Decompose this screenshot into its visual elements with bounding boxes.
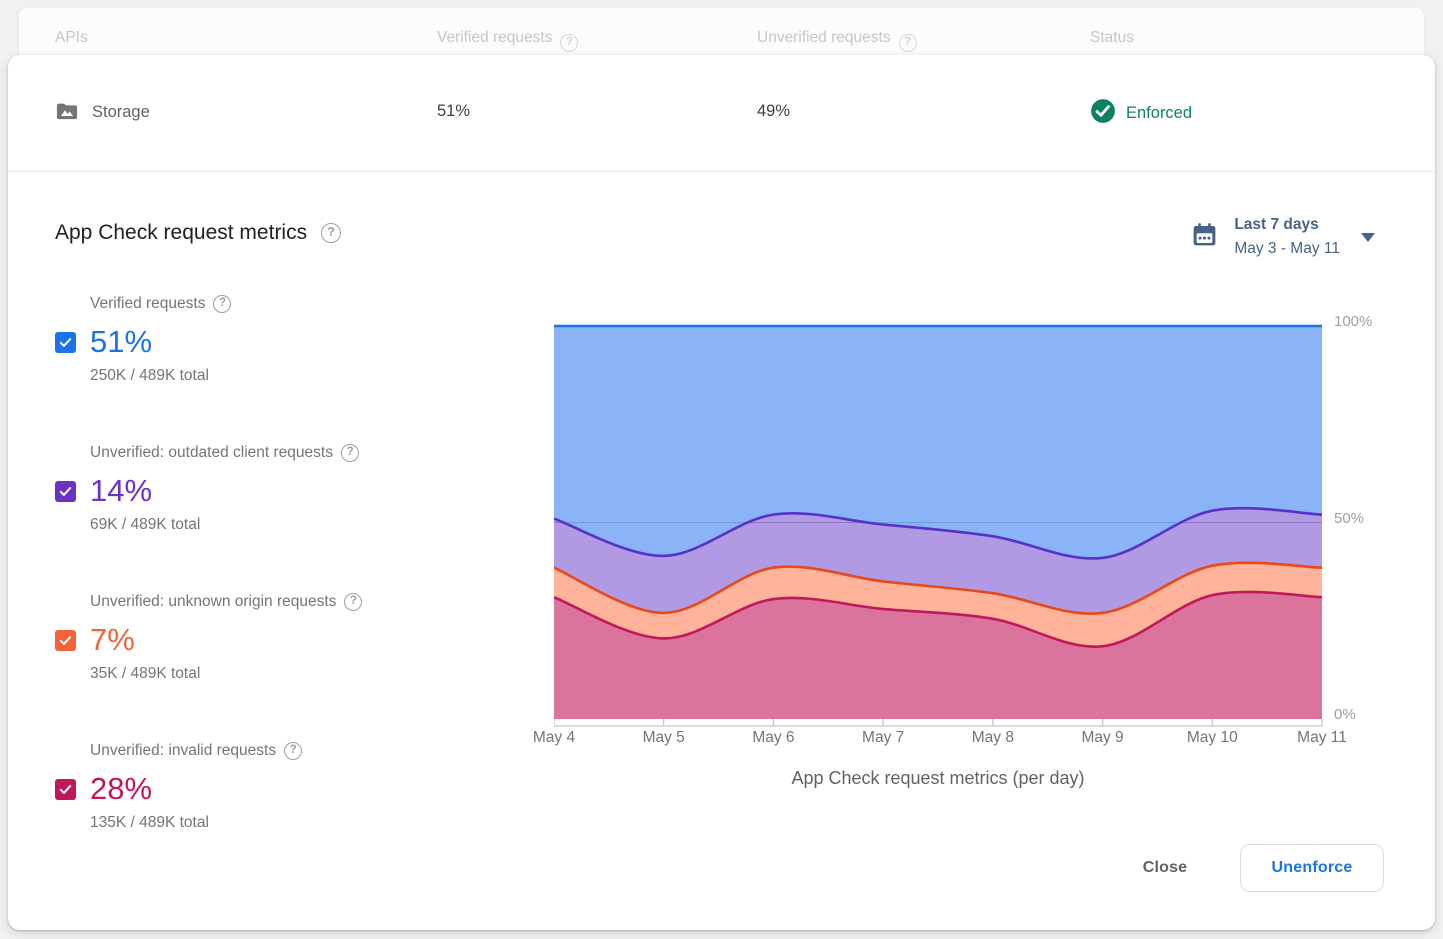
legend-percentage: 14% [90, 473, 153, 508]
legend-total: 135K / 489K total [90, 814, 209, 831]
api-name: Storage [92, 103, 150, 121]
help-icon[interactable]: ? [321, 223, 342, 243]
chart-caption: App Check request metrics (per day) [791, 768, 1085, 788]
date-range-label: Last 7 days [1234, 216, 1319, 233]
legend-item: Unverified: invalid requests ? 28% 135K … [55, 740, 495, 832]
status-label: Enforced [1126, 104, 1193, 122]
x-axis-label: May 6 [752, 729, 795, 746]
status-badge: Enforced [1090, 98, 1192, 129]
chart-legend: Verified requests ? 51% 250K / 489K tota… [55, 293, 495, 889]
x-axis-label: May 10 [1186, 729, 1238, 746]
x-axis-label: May 11 [1297, 729, 1347, 746]
y-axis-label: 0% [1334, 706, 1356, 723]
unenforce-button[interactable]: Unenforce [1240, 844, 1384, 892]
legend-checkbox[interactable] [55, 778, 76, 800]
legend-item-label: Verified requests [90, 295, 206, 312]
column-header-apis: APIs [55, 29, 88, 46]
column-header-unverified: Unverified requests? [757, 29, 917, 52]
unverified-requests-value: 49% [757, 102, 791, 120]
legend-checkbox[interactable] [55, 629, 76, 651]
legend-item: Unverified: unknown origin requests ? 7%… [55, 591, 495, 683]
stacked-area-plot [554, 324, 1323, 727]
help-icon[interactable]: ? [344, 593, 363, 611]
legend-total: 69K / 489K total [90, 516, 201, 533]
legend-checkbox[interactable] [55, 480, 76, 502]
legend-percentage: 7% [90, 622, 135, 657]
api-row-storage[interactable]: Storage 51% 49% Enforced [8, 55, 1435, 172]
legend-item: Unverified: outdated client requests ? 1… [55, 442, 495, 534]
legend-percentage: 28% [90, 771, 153, 806]
help-icon[interactable]: ? [284, 742, 303, 760]
close-button[interactable]: Close [1100, 844, 1230, 892]
legend-item-label: Unverified: invalid requests [90, 742, 277, 759]
legend-item-label: Unverified: unknown origin requests [90, 593, 337, 610]
enforced-check-icon [1090, 98, 1116, 129]
calendar-icon [1190, 220, 1219, 254]
x-axis-label: May 5 [642, 729, 685, 746]
y-axis-label: 100% [1334, 313, 1373, 330]
x-axis-label: May 8 [971, 729, 1014, 746]
date-range-selector[interactable]: Last 7 days May 3 - May 11 [1190, 213, 1375, 261]
x-axis-label: May 9 [1081, 729, 1124, 746]
legend-total: 250K / 489K total [90, 367, 209, 384]
request-metrics-chart: 0% 50% 100% May 4 May 5 May 6 May 7 May 8 May 9 M… [533, 313, 1394, 802]
legend-checkbox[interactable] [55, 331, 76, 353]
chevron-down-icon [1361, 232, 1375, 242]
help-icon[interactable]: ? [898, 34, 917, 52]
storage-icon [55, 99, 79, 126]
section-title: App Check request metrics [55, 221, 308, 244]
help-icon[interactable]: ? [560, 34, 579, 52]
legend-item-label: Unverified: outdated client requests [90, 444, 333, 461]
app-check-panel: Storage 51% 49% Enforced App Check reque… [8, 55, 1435, 930]
legend-percentage: 51% [90, 324, 153, 359]
legend-total: 35K / 489K total [90, 665, 201, 682]
column-header-status: Status [1090, 29, 1134, 46]
legend-item: Verified requests ? 51% 250K / 489K tota… [55, 293, 495, 385]
x-axis-label: May 7 [862, 729, 905, 746]
date-range-dates: May 3 - May 11 [1234, 240, 1340, 258]
verified-requests-value: 51% [437, 102, 471, 120]
help-icon[interactable]: ? [213, 295, 232, 313]
help-icon[interactable]: ? [340, 444, 359, 462]
x-axis-label: May 4 [532, 729, 576, 746]
y-axis-label: 50% [1334, 509, 1365, 527]
column-header-verified: Verified requests? [437, 29, 579, 52]
